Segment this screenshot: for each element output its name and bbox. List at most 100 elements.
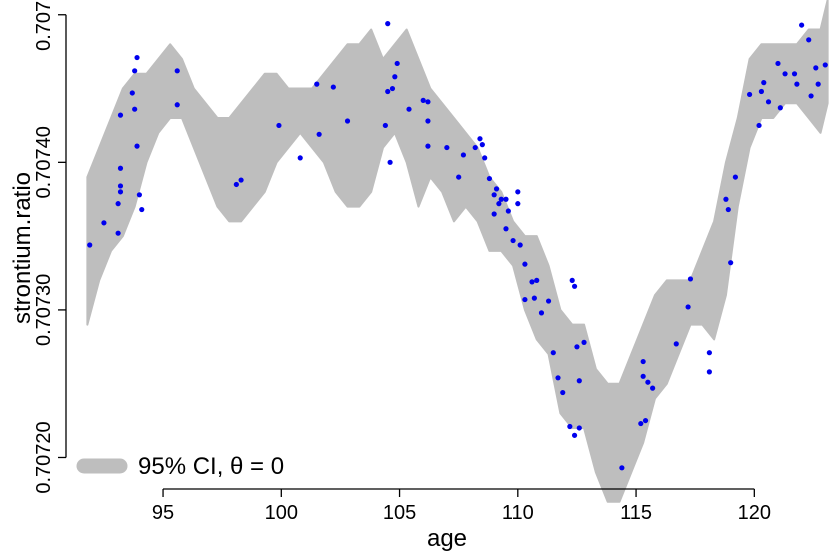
data-point	[619, 465, 625, 471]
data-point	[761, 80, 767, 86]
legend: 95% CI, θ = 0	[76, 453, 284, 480]
data-point	[493, 186, 500, 192]
data-point	[782, 71, 788, 77]
data-point	[638, 420, 644, 427]
data-point	[555, 375, 561, 381]
data-point	[117, 189, 124, 195]
data-point	[486, 175, 493, 182]
data-point	[560, 389, 566, 396]
data-point	[777, 105, 783, 111]
data-point	[813, 65, 819, 71]
legend-label: 95% CI, θ = 0	[138, 453, 284, 480]
data-point	[472, 144, 478, 151]
data-point	[723, 196, 729, 202]
data-point	[515, 201, 521, 207]
data-point	[394, 60, 400, 67]
data-point	[550, 350, 556, 356]
data-point	[571, 283, 578, 289]
data-point	[132, 68, 138, 74]
y-tick-label: 0.70720	[33, 421, 55, 493]
x-tick-label: 120	[738, 502, 771, 524]
data-point	[815, 81, 821, 87]
data-point	[460, 152, 467, 158]
data-point	[387, 159, 393, 165]
data-point	[567, 423, 573, 430]
data-point	[389, 85, 396, 92]
data-point	[132, 106, 138, 112]
data-point	[385, 88, 391, 95]
x-tick-label: 110	[502, 502, 534, 524]
data-point	[569, 277, 575, 283]
data-point	[425, 118, 431, 124]
data-point	[822, 62, 828, 68]
data-point	[136, 192, 142, 198]
data-point	[687, 276, 694, 282]
data-point	[505, 208, 511, 214]
data-point	[87, 242, 93, 248]
data-point	[685, 304, 691, 310]
data-point	[775, 60, 781, 67]
data-point	[571, 432, 578, 438]
data-point	[115, 230, 121, 236]
y-tick-label: 0.70730	[33, 274, 55, 346]
data-point	[640, 358, 646, 365]
data-point	[101, 220, 107, 226]
data-point	[515, 189, 521, 195]
data-point	[482, 155, 488, 161]
data-point	[314, 81, 320, 87]
data-point	[545, 298, 552, 304]
data-point	[746, 91, 753, 98]
data-point	[276, 122, 282, 129]
x-tick-label: 115	[620, 502, 652, 524]
data-point	[538, 310, 545, 316]
y-tick-label: 0.70740	[33, 126, 55, 198]
data-point	[117, 112, 124, 118]
data-point	[808, 93, 814, 99]
data-point	[115, 201, 121, 207]
data-point	[765, 99, 772, 105]
data-point	[385, 21, 391, 27]
data-point	[650, 385, 656, 391]
data-point	[420, 97, 426, 103]
data-points	[87, 21, 828, 471]
data-point	[477, 136, 483, 142]
data-point	[425, 143, 431, 149]
data-point	[576, 378, 582, 384]
y-tick-label: 0.70750	[33, 0, 55, 51]
data-point	[444, 144, 450, 151]
data-point	[297, 155, 303, 161]
confidence-band	[86, 0, 829, 503]
data-point	[117, 183, 124, 189]
data-point	[134, 143, 140, 149]
data-point	[531, 295, 537, 301]
data-point	[791, 71, 798, 77]
data-point	[640, 373, 646, 379]
data-point	[758, 88, 765, 95]
data-point	[491, 211, 497, 217]
data-point	[642, 417, 649, 424]
data-point	[706, 369, 712, 375]
data-point	[799, 22, 805, 28]
data-point	[503, 196, 509, 202]
data-point	[134, 54, 140, 61]
data-point	[456, 174, 462, 180]
data-point	[522, 296, 528, 303]
data-point	[129, 90, 135, 96]
data-point	[522, 261, 528, 267]
data-point	[491, 192, 497, 198]
data-point	[330, 84, 336, 90]
data-point	[117, 165, 124, 171]
y-axis-title: strontium.ratio	[9, 172, 36, 324]
data-point	[576, 425, 582, 431]
data-point	[534, 277, 540, 283]
data-point	[510, 237, 516, 244]
data-point	[316, 131, 322, 137]
data-point	[794, 81, 800, 87]
data-point	[238, 177, 244, 183]
data-point	[498, 196, 504, 202]
data-point	[732, 174, 738, 180]
data-point	[233, 181, 239, 188]
data-point	[806, 37, 812, 43]
data-point	[174, 68, 180, 74]
